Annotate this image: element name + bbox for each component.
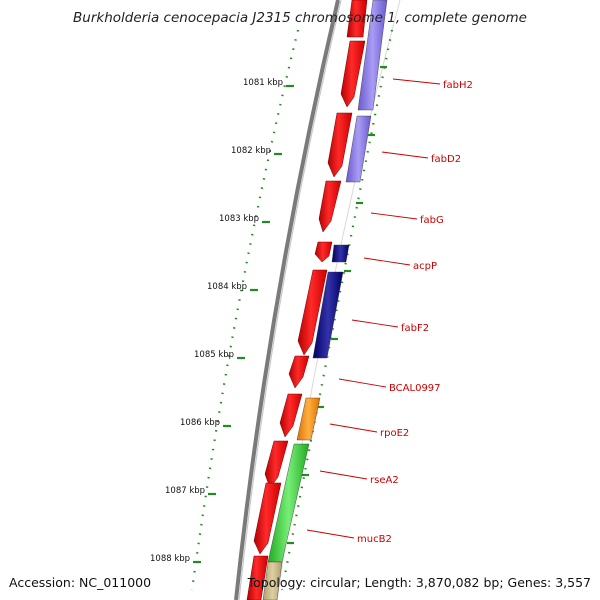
gene-label-mucB2: mucB2 [357, 534, 392, 545]
tick-label: 1085 kbp [194, 350, 234, 360]
gene-label-fabD2: fabD2 [431, 154, 461, 165]
gene-labels: fabH2 fabD2 fabG acpP fabF2 BCAL0997 rpo… [357, 80, 473, 545]
label-leader [351, 319, 399, 328]
gene-label-fabF2: fabF2 [401, 323, 429, 334]
gene-label-acpP: acpP [413, 261, 437, 272]
cds-arrow [346, 0, 368, 38]
tick-label: 1082 kbp [231, 146, 271, 156]
gene-label-rpoE2: rpoE2 [380, 428, 409, 439]
label-leader [392, 78, 441, 85]
tick-label: 1088 kbp [150, 554, 190, 564]
label-leader [338, 378, 387, 388]
label-leader [370, 212, 418, 220]
label-leader [329, 423, 378, 433]
backbone-highlight [238, 0, 342, 600]
cds-arrow [279, 393, 303, 438]
outer-ticks [287, 65, 387, 545]
cds-arrow [264, 440, 289, 489]
position-ticks [193, 84, 294, 564]
cds-arrow [297, 269, 328, 356]
map-title: Burkholderia cenocepacia J2315 chromosom… [73, 10, 527, 26]
tick-label: 1084 kbp [207, 282, 247, 292]
cog-segment-navy [331, 244, 350, 263]
cog-segment-purple [345, 115, 372, 183]
cds-arrow [288, 355, 310, 389]
tick-label: 1086 kbp [180, 418, 220, 428]
position-tick-labels: 1081 kbp 1082 kbp 1083 kbp 1084 kbp 1085… [150, 78, 283, 564]
cds-arrow [318, 180, 342, 233]
cds-arrow [246, 555, 269, 600]
gene-label-rseA2: rseA2 [370, 475, 399, 486]
tick-label: 1083 kbp [219, 214, 259, 224]
backbone-arc [234, 0, 340, 600]
cog-segment-orange [296, 397, 321, 441]
outer-dotted-arc [280, 29, 394, 591]
cog-segment-purple [357, 0, 388, 111]
gene-label-BCAL0997: BCAL0997 [389, 383, 441, 394]
tick-label: 1087 kbp [165, 486, 205, 496]
cds-arrow [314, 241, 333, 263]
gene-label-fabH2: fabH2 [443, 80, 473, 91]
label-leader [363, 257, 411, 266]
label-leader [381, 151, 429, 159]
cds-arrow [327, 112, 353, 178]
cog-segment-tan [262, 561, 283, 600]
genome-summary-text: Topology: circular; Length: 3,870,082 bp… [247, 575, 591, 590]
outer-ring-edge [276, 0, 401, 600]
cog-track [262, 0, 388, 600]
cog-segment-navy [312, 271, 344, 359]
cds-arrow [253, 482, 282, 555]
cds-track [246, 0, 368, 600]
cds-arrow [340, 40, 366, 108]
label-leader [306, 529, 355, 539]
label-leader [319, 470, 368, 480]
gene-label-leaders [306, 78, 441, 539]
gene-label-fabG: fabG [420, 215, 444, 226]
tick-label: 1081 kbp [243, 78, 283, 88]
accession-text: Accession: NC_011000 [9, 575, 152, 590]
